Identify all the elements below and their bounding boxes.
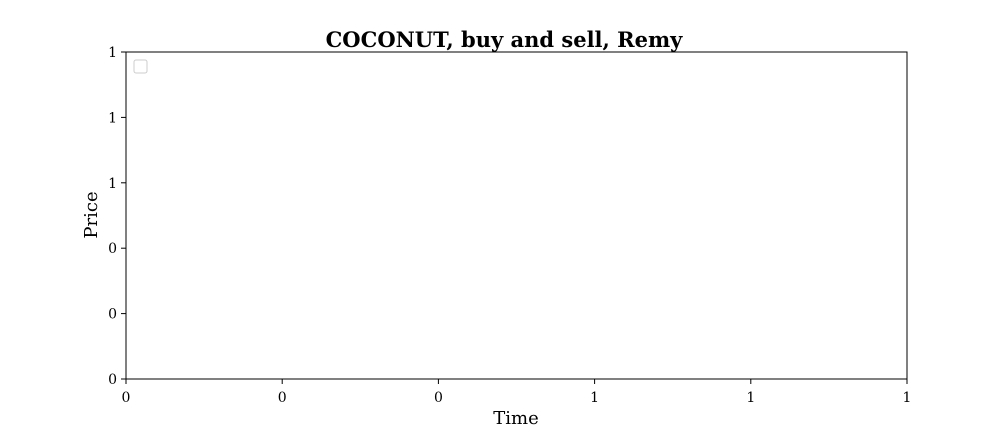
y-tick-label: 0 xyxy=(108,241,117,257)
x-tick-label: 0 xyxy=(122,390,131,406)
x-axis-label: Time xyxy=(493,408,538,429)
x-tick-label: 1 xyxy=(903,390,912,406)
y-axis: 0 0 0 1 1 1 xyxy=(108,45,126,388)
y-tick-label: 1 xyxy=(108,176,117,192)
y-axis-label: Price xyxy=(81,191,102,238)
x-axis: 0 0 0 1 1 1 xyxy=(122,379,912,406)
chart-title: COCONUT, buy and sell, Remy xyxy=(326,27,684,52)
x-tick-label: 0 xyxy=(434,390,443,406)
y-tick-label: 0 xyxy=(108,372,117,388)
y-tick-label: 0 xyxy=(108,307,117,323)
plot-area xyxy=(125,51,908,380)
y-tick-label: 1 xyxy=(108,110,117,126)
y-tick-label: 1 xyxy=(108,45,117,61)
x-tick-label: 1 xyxy=(590,390,599,406)
x-tick-label: 1 xyxy=(746,390,755,406)
x-tick-label: 0 xyxy=(278,390,287,406)
legend-box xyxy=(133,59,148,74)
